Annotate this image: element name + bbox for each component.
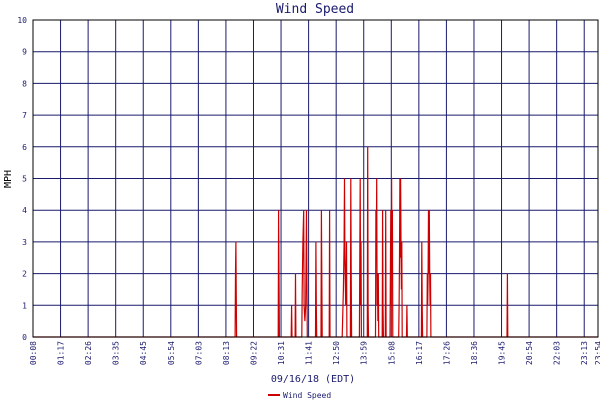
x-tick-labels: 00:08 01:17 02:26 03:35 04:45 05:54 07:03 08:13… xyxy=(29,341,600,365)
legend: Wind Speed xyxy=(268,391,331,400)
y-tick-label: 1 xyxy=(22,301,27,310)
x-tick-label: 13:59 xyxy=(360,341,369,365)
x-tick-label: 08:13 xyxy=(222,341,231,365)
x-tick-label: 05:54 xyxy=(167,341,176,365)
series-line-wind-speed xyxy=(33,146,598,338)
x-tick-label: 17:26 xyxy=(442,341,451,365)
x-tick-label: 15:08 xyxy=(387,341,396,365)
y-tick-label: 7 xyxy=(22,111,27,120)
axes xyxy=(32,19,599,338)
x-tick-label: 18:36 xyxy=(470,341,479,365)
x-tick-label: 16:17 xyxy=(415,341,424,365)
x-tick-label: 02:26 xyxy=(84,341,93,365)
y-tick-label: 10 xyxy=(17,16,27,25)
y-tick-label: 8 xyxy=(22,79,27,88)
x-tick-label: 23:13 xyxy=(580,341,589,365)
x-tick-label: 11:41 xyxy=(305,341,314,365)
x-tick-label: 22:03 xyxy=(553,341,562,365)
y-tick-labels: 0 1 2 3 4 5 6 7 8 9 10 xyxy=(17,16,27,342)
y-tick-label: 4 xyxy=(22,206,27,215)
x-tick-label: 07:03 xyxy=(194,341,203,365)
y-tick-label: 3 xyxy=(22,238,27,247)
x-tick-label: 09:22 xyxy=(249,341,258,365)
x-tick-label: 19:45 xyxy=(498,341,507,365)
x-tick-label: 03:35 xyxy=(112,341,121,365)
x-tick-label: 01:17 xyxy=(57,341,66,365)
legend-label: Wind Speed xyxy=(283,391,331,400)
y-tick-label: 9 xyxy=(22,48,27,57)
series-layer xyxy=(33,146,598,338)
x-tick-label: 12:50 xyxy=(332,341,341,365)
plot-border xyxy=(32,19,599,338)
y-tick-label: 5 xyxy=(22,175,27,184)
y-tick-label: 0 xyxy=(22,333,27,342)
x-tick-label: 10:31 xyxy=(277,341,286,365)
y-tick-label: 2 xyxy=(22,270,27,279)
x-tick-label: 23:54 xyxy=(594,341,600,365)
y-tick-label: 6 xyxy=(22,143,27,152)
x-tick-label: 04:45 xyxy=(139,341,148,365)
x-tick-label: 00:08 xyxy=(29,341,38,365)
x-axis-label: 09/16/18 (EDT) xyxy=(271,374,355,385)
x-tick-label: 20:54 xyxy=(525,341,534,365)
chart-title: Wind Speed xyxy=(276,2,354,17)
y-axis-label: MPH xyxy=(3,170,14,188)
